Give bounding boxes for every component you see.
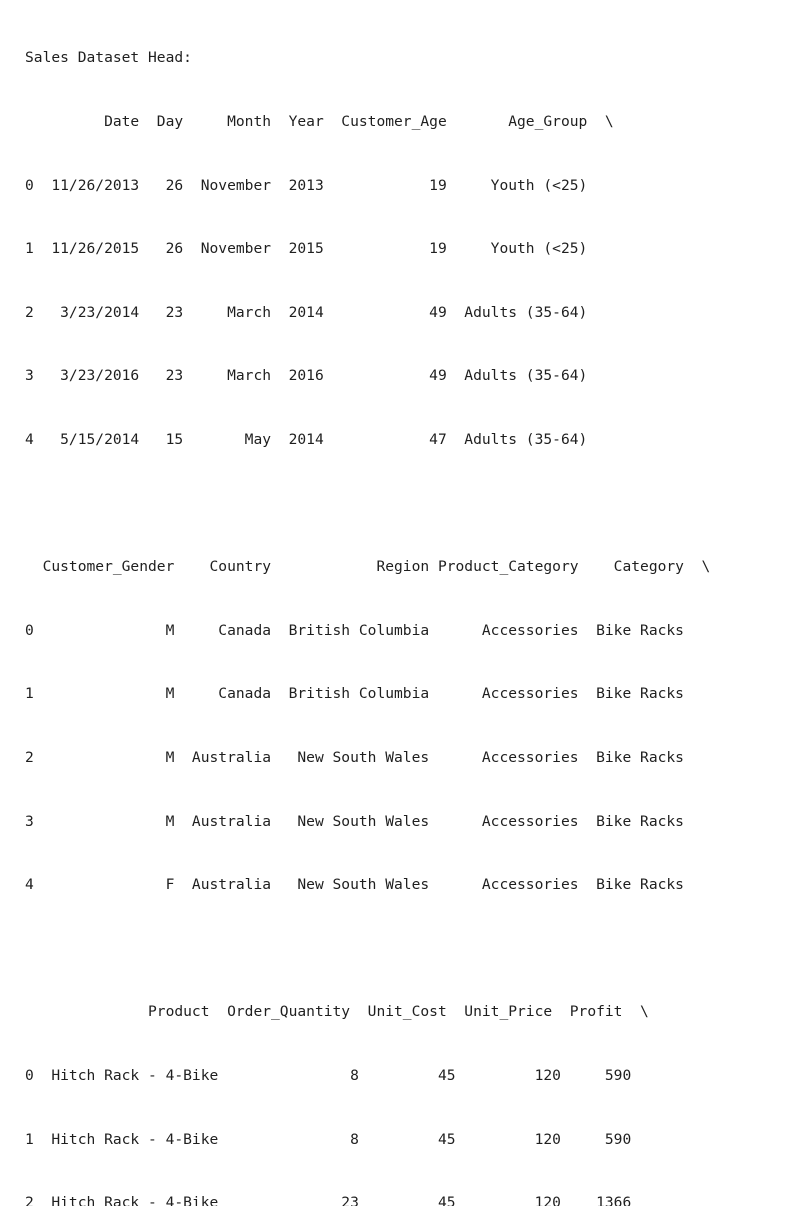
- table1-row: 1 11/26/2015 26 November 2015 19 Youth (…: [25, 240, 614, 258]
- table1-row: 4 5/15/2014 15 May 2014 47 Adults (35-64…: [25, 430, 614, 448]
- table3-row: 2 Hitch Rack - 4-Bike 23 45 120 1366: [25, 1194, 658, 1206]
- table2-row: 3 M Australia New South Wales Accessorie…: [25, 812, 711, 830]
- table3-row: 1 Hitch Rack - 4-Bike 8 45 120 590: [25, 1130, 658, 1148]
- table2-row: 0 M Canada British Columbia Accessories …: [25, 621, 711, 639]
- dataframe-output: Sales Dataset Head: Date Day Month Year …: [25, 5, 710, 1206]
- table2-row: 1 M Canada British Columbia Accessories …: [25, 685, 711, 703]
- table2-row: 2 M Australia New South Wales Accessorie…: [25, 748, 711, 766]
- blank-line: [25, 938, 710, 959]
- table3-row: 0 Hitch Rack - 4-Bike 8 45 120 590: [25, 1066, 658, 1084]
- table1-row: 3 3/23/2016 23 March 2016 49 Adults (35-…: [25, 367, 614, 385]
- table2-header: Customer_Gender Country Region Product_C…: [25, 558, 711, 576]
- table3-header: Product Order_Quantity Unit_Cost Unit_Pr…: [25, 1003, 649, 1021]
- output-title: Sales Dataset Head:: [25, 49, 192, 67]
- table1-row: 2 3/23/2014 23 March 2014 49 Adults (35-…: [25, 303, 614, 321]
- table2-row: 4 F Australia New South Wales Accessorie…: [25, 876, 711, 894]
- table1-header: Date Day Month Year Customer_Age Age_Gro…: [25, 113, 614, 130]
- table1-row: 0 11/26/2013 26 November 2013 19 Youth (…: [25, 176, 614, 194]
- blank-line: [25, 493, 710, 514]
